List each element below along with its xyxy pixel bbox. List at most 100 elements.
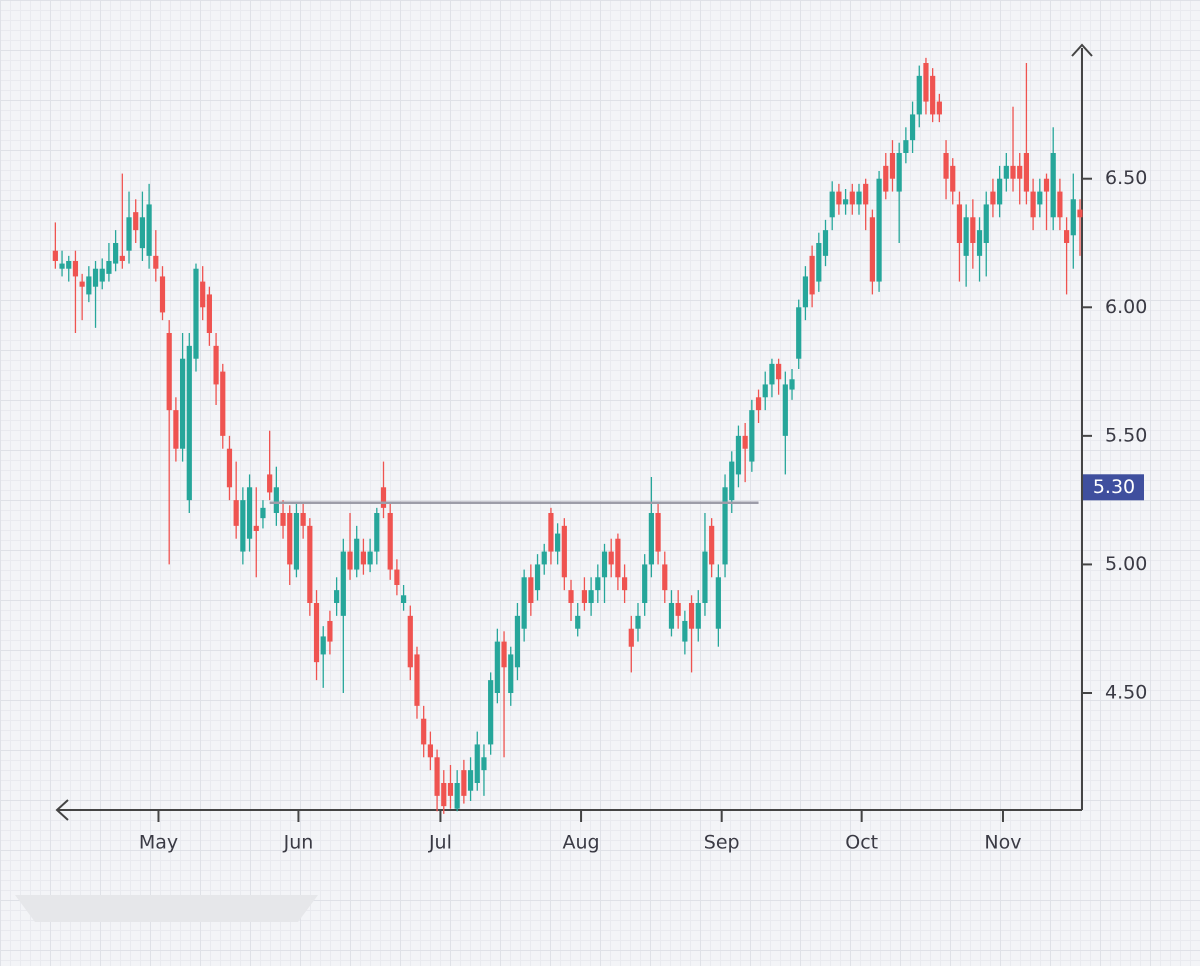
candle-body (729, 461, 735, 501)
candle-body (246, 487, 253, 539)
candle-body (400, 595, 407, 603)
candle-body (648, 513, 654, 565)
candle-body (119, 255, 125, 261)
candle-body (976, 230, 983, 256)
candle-body (260, 507, 266, 519)
candle-body (226, 448, 233, 488)
candle-body (782, 384, 788, 436)
candle-body (541, 551, 547, 565)
candle-body (1010, 165, 1016, 179)
candle-body (488, 680, 494, 745)
candle-body (387, 513, 393, 570)
candle-body (749, 410, 755, 462)
candle-body (52, 250, 58, 261)
candle-body (367, 551, 373, 565)
candle-body (789, 379, 795, 390)
candle-body (1063, 230, 1070, 243)
candle-body (159, 276, 166, 313)
candle-body (434, 757, 440, 796)
candle-body (514, 615, 521, 668)
candle-body (896, 153, 902, 192)
candle-body (273, 487, 279, 513)
candle-body (200, 281, 206, 308)
candle-body (849, 191, 855, 205)
candle-body (92, 268, 99, 287)
candle-body (106, 261, 112, 274)
candle-body (943, 153, 949, 179)
candle-body (796, 307, 802, 359)
candle-body (467, 770, 474, 791)
candle-body (735, 435, 742, 475)
candle-body (1077, 209, 1083, 218)
candle-body (293, 513, 300, 570)
candle-body (555, 533, 561, 552)
candle-body (59, 263, 65, 269)
candle-body (186, 345, 192, 501)
candle-body (909, 114, 916, 141)
candle-body (313, 603, 320, 663)
candle-body (970, 217, 976, 243)
blur-shape (15, 895, 318, 922)
candle-body (347, 551, 353, 570)
candle-body (675, 603, 681, 616)
candle-body (1023, 153, 1030, 192)
y-tick-label: 6.00 (1105, 296, 1147, 318)
candle-body (869, 217, 875, 282)
candle-body (863, 183, 869, 205)
last-price-label: 5.30 (1093, 476, 1135, 498)
candle-body (956, 204, 963, 243)
candle-body (233, 500, 239, 526)
candle-body (776, 363, 782, 380)
candle-body (173, 410, 179, 449)
candle-body (407, 615, 413, 668)
candle-body (374, 513, 380, 552)
candle-body (1057, 191, 1063, 218)
candle-body (983, 204, 989, 243)
candle-body (1043, 178, 1050, 192)
candle-body (682, 621, 688, 642)
candle-body (521, 577, 527, 629)
x-tick-label: Oct (845, 832, 878, 854)
candle-body (950, 165, 956, 192)
candle-body (474, 744, 480, 783)
y-tick-label: 5.50 (1105, 424, 1147, 446)
x-tick-label: Jul (428, 832, 452, 854)
candle-body (990, 191, 996, 205)
candle-body (494, 641, 500, 693)
candle-body (253, 525, 259, 531)
candle-body (635, 615, 641, 629)
candle-body (508, 654, 514, 693)
candle-body (655, 513, 661, 552)
x-tick-label: Jun (283, 832, 314, 854)
candle-body (1030, 191, 1036, 218)
candle-body (709, 525, 715, 565)
candle-body (561, 525, 567, 578)
candle-body (903, 140, 909, 153)
candle-body (146, 204, 152, 256)
candle-body (481, 757, 487, 771)
candle-body (179, 358, 186, 449)
candle-body (327, 621, 333, 642)
candle-body (856, 191, 862, 205)
candle-body (876, 178, 882, 282)
candle-body (414, 654, 420, 706)
candle-body (240, 500, 246, 552)
candle-body (206, 294, 212, 333)
candle-body (963, 217, 969, 256)
candle-body (568, 590, 574, 603)
candle-body (702, 551, 708, 603)
x-tick-label: Nov (984, 832, 1021, 854)
candle-body (307, 525, 313, 603)
candle-body (354, 538, 360, 570)
candle-body (153, 255, 159, 269)
candle-body (267, 474, 273, 493)
candle-body (822, 230, 829, 256)
candle-body (575, 615, 581, 629)
candle-body (715, 577, 721, 629)
candle-body (842, 199, 849, 205)
candle-body (883, 165, 889, 192)
candle-body (695, 603, 701, 629)
candle-body (99, 268, 105, 282)
